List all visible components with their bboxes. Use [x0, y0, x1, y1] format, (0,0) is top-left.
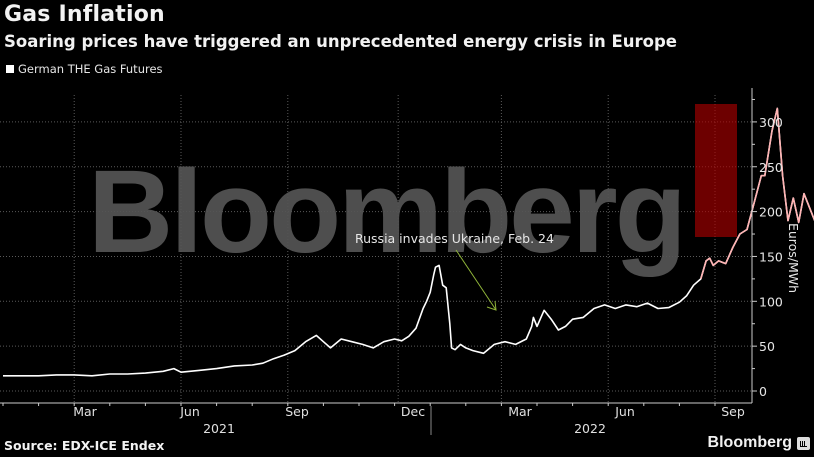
x-year-label: 2022	[574, 421, 606, 436]
annotation-text: Russia invades Ukraine, Feb. 24	[355, 231, 554, 246]
x-tick-label: Mar	[508, 404, 532, 419]
y-tick-label: 150	[759, 249, 783, 264]
x-axis: Mar Jun Sep Dec Mar Jun Sep 2021 2022	[0, 402, 752, 436]
annotation-arrow	[455, 249, 497, 311]
y-tick-label: 200	[759, 205, 783, 220]
x-tick-label: Sep	[721, 404, 745, 419]
source-note: Source: EDX-ICE Endex	[4, 438, 165, 453]
price-line-highlighted	[700, 107, 814, 280]
x-tick-label: Dec	[401, 404, 425, 419]
legend-swatch-icon	[6, 65, 14, 73]
brand-text: Bloomberg	[707, 434, 792, 451]
chart-title: Gas Inflation	[4, 2, 165, 27]
x-tick-label: Jun	[614, 404, 635, 419]
x-year-label: 2021	[203, 421, 235, 436]
y-axis: 0 50 100 150 200 250 300	[751, 88, 783, 403]
chart-subtitle: Soaring prices have triggered an unprece…	[4, 32, 677, 51]
annotation-arrowhead-icon	[486, 300, 497, 311]
bloomberg-brand: Bloomberg	[708, 434, 810, 452]
y-axis-label: Euros/MWh	[786, 223, 801, 293]
y-tick-label: 250	[759, 160, 783, 175]
x-tick-label: Mar	[73, 404, 97, 419]
highlight-box	[695, 104, 737, 237]
bloomberg-logo-icon	[797, 436, 810, 450]
x-tick-label: Sep	[285, 404, 309, 419]
y-tick-label: 0	[759, 384, 767, 399]
y-tick-label: 300	[759, 115, 783, 130]
watermark: Bloomberg	[88, 146, 684, 278]
y-tick-label: 50	[759, 339, 775, 354]
x-tick-label: Jun	[179, 404, 200, 419]
y-tick-label: 100	[759, 294, 783, 309]
legend: German THE Gas Futures	[6, 62, 163, 76]
legend-label: German THE Gas Futures	[18, 62, 163, 76]
